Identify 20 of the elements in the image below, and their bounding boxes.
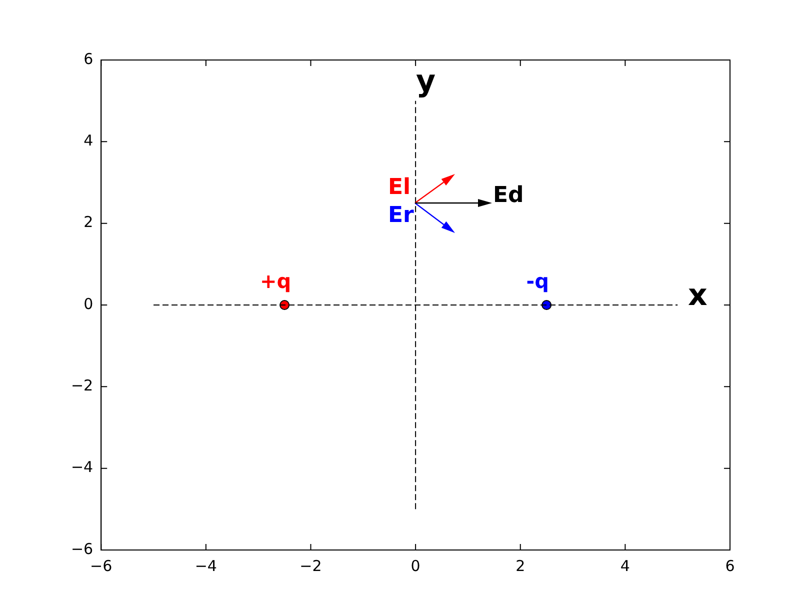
y-tick-label: 2 <box>84 213 94 232</box>
y-tick-label: 4 <box>84 132 94 150</box>
annotation: Er <box>388 203 414 228</box>
x-tick-label: 0 <box>410 556 420 575</box>
annotation: x <box>688 278 708 313</box>
x-tick-label: 4 <box>620 556 630 575</box>
y-tick-label: 6 <box>84 50 94 68</box>
x-tick-label: −4 <box>194 556 217 575</box>
series-label: -q <box>526 269 549 294</box>
x-tick-label: 6 <box>725 556 735 575</box>
y-tick-label: 0 <box>84 294 94 313</box>
series-label: +q <box>260 269 292 294</box>
annotation: El <box>388 175 411 200</box>
y-tick-label: −6 <box>70 540 94 558</box>
x-tick-label: 2 <box>516 556 526 575</box>
annotation: Ed <box>493 183 524 208</box>
y-tick-label: −2 <box>70 376 94 395</box>
x-tick-label: −2 <box>300 556 322 575</box>
annotation: y <box>416 64 436 99</box>
y-tick-label: −4 <box>70 458 94 476</box>
